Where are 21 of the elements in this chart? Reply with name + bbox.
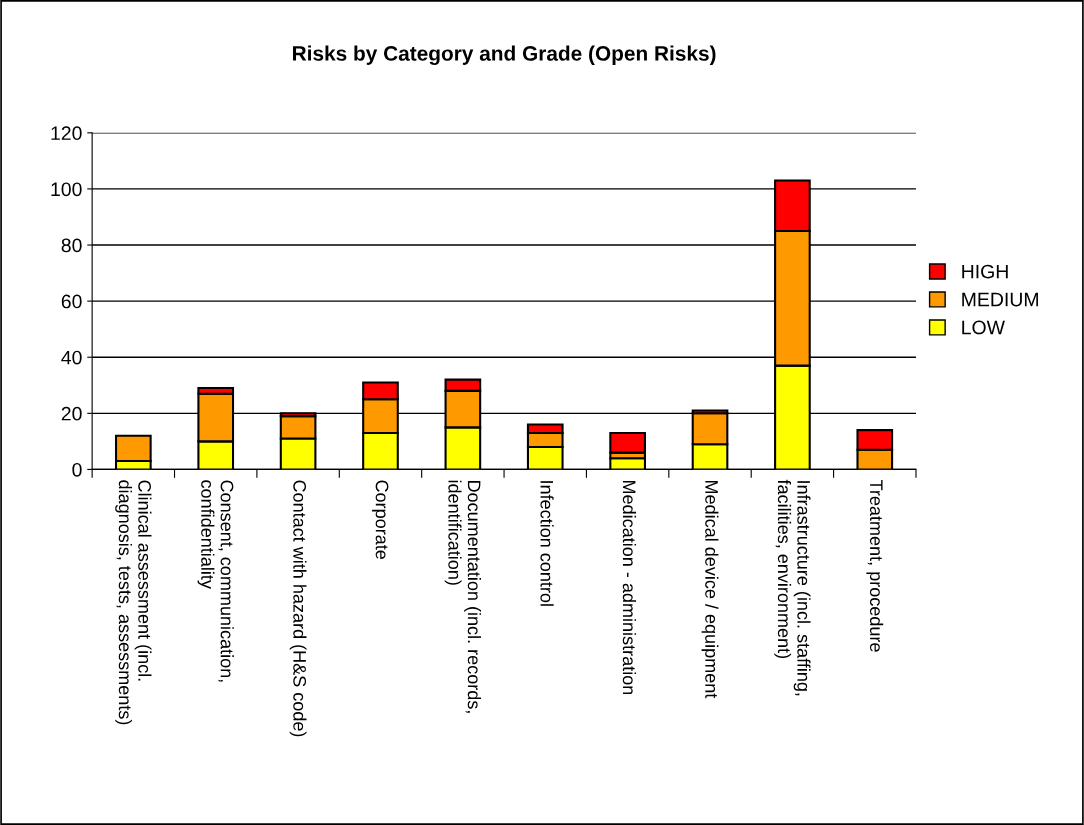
chart-title: Risks by Category and Grade (Open Risks) — [293, 45, 716, 66]
x-tick-label: Medical device / equipment — [701, 481, 719, 699]
legend-label: HIGH — [962, 264, 1008, 279]
y-tick-label: 100 — [51, 182, 82, 197]
x-tick-label: Contact with hazard (H&S code) — [289, 480, 307, 737]
y-tick-label: 80 — [61, 238, 82, 253]
y-tick-label: 20 — [61, 406, 82, 421]
x-tick-label: Clinical assessment (incl. diagnosis, tests, assessments) — [115, 480, 152, 725]
y-tick-label: 40 — [61, 350, 82, 365]
x-tick-label: Documentation (incl. records, identification) — [444, 480, 482, 713]
legend-label: LOW — [962, 320, 1005, 335]
y-tick-label: 60 — [61, 294, 82, 309]
x-tick-label: Infection control — [540, 481, 554, 606]
y-tick-label: 120 — [51, 126, 82, 141]
x-tick-label: Infrastructure (incl. staffing, facilities, environment) — [774, 479, 811, 696]
x-tick-label: Treatment, procedure — [866, 479, 884, 652]
x-tick-label: Corporate — [372, 480, 389, 560]
legend-label: MEDIUM — [962, 292, 1038, 307]
x-tick-label: Consent, communication, confidentiality — [197, 480, 234, 682]
x-tick-label: Medication - administration — [622, 481, 637, 695]
y-tick-label: 0 — [72, 462, 82, 477]
